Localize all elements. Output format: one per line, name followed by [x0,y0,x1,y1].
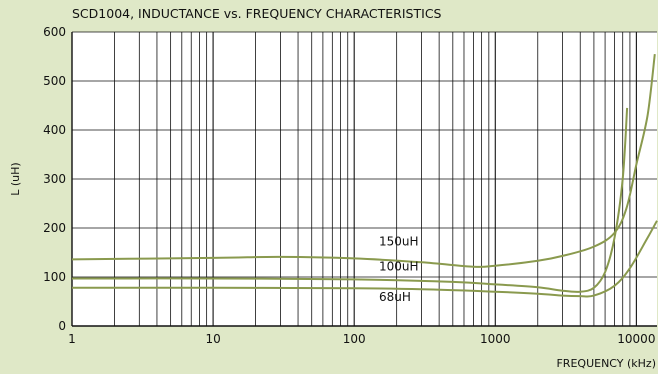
x-tick-label: 10 [205,332,220,346]
x-tick-label: 100 [343,332,366,346]
x-tick-label: 1 [68,332,76,346]
chart-title: SCD1004, INDUCTANCE vs. FREQUENCY CHARAC… [72,6,442,21]
y-axis-label: L (uH) [9,162,22,195]
y-tick-label: 300 [43,172,66,186]
y-tick-label: 600 [43,25,66,39]
series-label-100uH: 100uH [379,260,419,274]
y-tick-label: 200 [43,221,66,235]
series-label-68uH: 68uH [379,290,411,304]
series-labels: 150uH 100uH 68uH [379,235,419,304]
series-line-68uH [71,220,658,298]
x-tick-labels: 1 10 100 1000 10000 [68,332,655,346]
series-line-150uH [71,53,656,268]
series-label-150uH: 150uH [379,235,419,249]
x-tick-label: 10000 [617,332,655,346]
y-tick-label: 500 [43,74,66,88]
x-tick-label: 1000 [480,332,511,346]
x-axis-label: FREQUENCY (kHz) [556,357,656,370]
y-tick-labels: 0 100 200 300 400 500 600 [43,25,66,333]
series-line-100uH [71,107,629,293]
series-lines [71,53,658,298]
y-tick-label: 0 [58,319,66,333]
grid-lines [71,31,657,327]
y-tick-label: 400 [43,123,66,137]
y-tick-label: 100 [43,270,66,284]
